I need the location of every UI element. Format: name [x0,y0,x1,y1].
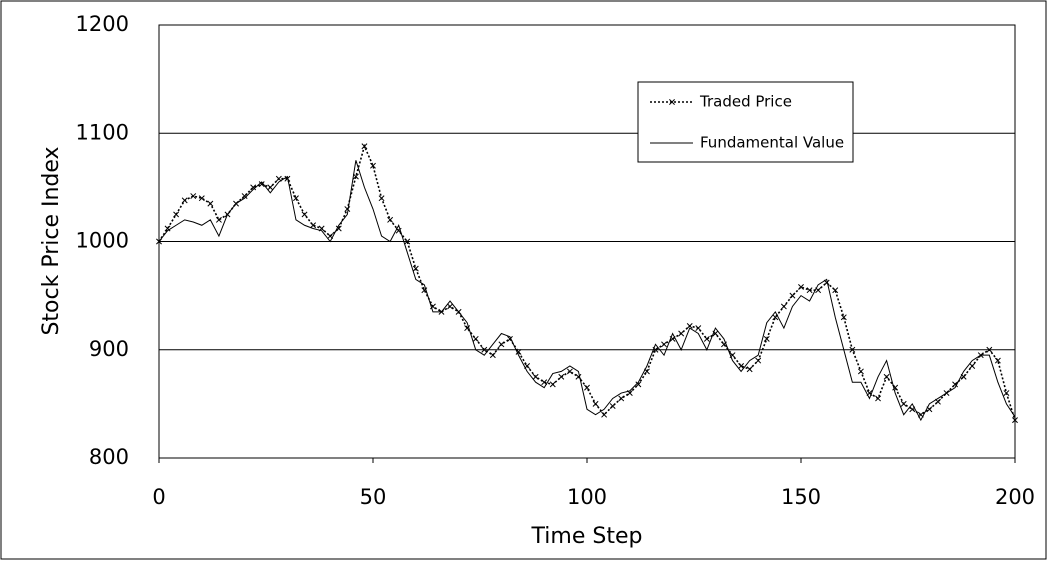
point-marker [952,381,959,388]
point-marker [789,292,796,299]
point-marker [481,346,488,353]
point-marker [207,200,214,207]
point-marker [447,303,453,310]
x-tick-label: 200 [995,485,1035,509]
point-marker [900,400,907,407]
x-tick-label: 0 [152,485,165,509]
point-marker [661,341,667,348]
point-marker [464,325,471,332]
point-marker [293,195,299,202]
point-marker [798,284,804,290]
y-tick-label: 900 [89,337,129,361]
point-marker [635,381,642,388]
x-axis-title: Time Step [531,524,643,549]
y-tick-label: 1000 [76,229,129,253]
point-marker [763,335,770,342]
point-marker [686,322,693,329]
point-marker [532,373,539,380]
legend-label: Traded Price [699,93,792,111]
point-marker [883,373,890,380]
point-marker [370,162,376,169]
point-marker [173,211,180,218]
point-marker [352,173,359,180]
point-marker [806,287,813,294]
point-marker [404,238,411,245]
point-marker [267,184,274,191]
point-marker [498,341,505,348]
point-marker [592,400,599,407]
legend-box [637,81,854,163]
y-tick-label: 1200 [76,12,129,36]
point-marker [609,403,616,409]
point-marker [489,352,496,359]
point-marker [703,335,710,342]
point-marker [695,325,702,332]
point-marker [780,303,787,310]
point-marker [678,330,685,337]
point-marker [601,411,608,418]
point-marker [198,195,205,202]
point-marker [875,395,881,402]
point-marker [566,368,573,375]
point-marker [986,346,993,353]
x-tick-label: 50 [360,485,387,509]
point-marker [335,225,342,232]
point-marker [618,395,625,402]
point-marker [1003,390,1010,397]
point-marker [832,287,839,294]
point-marker [387,216,394,223]
point-marker [738,363,745,369]
point-marker [849,346,856,353]
point-marker [584,384,590,391]
y-tick-label: 800 [89,445,129,469]
point-marker [755,357,762,364]
point-marker [250,184,257,191]
point-marker [558,373,565,380]
point-marker [361,143,368,150]
y-axis-title: Stock Price Index [39,146,64,335]
point-marker [515,348,522,355]
point-marker [378,195,385,202]
point-marker [840,314,847,321]
legend-label: Fundamental Value [700,134,844,152]
y-tick-label: 1100 [76,120,129,144]
point-marker [549,381,556,388]
point-marker [310,222,317,229]
point-marker [429,303,436,310]
point-marker [857,368,864,375]
point-marker [994,357,1001,364]
point-marker [1012,417,1018,424]
point-marker [412,265,419,272]
point-marker [746,366,753,373]
x-tick-label: 100 [567,485,607,509]
point-marker [190,193,197,199]
point-marker [181,197,188,204]
point-marker [969,363,976,369]
point-marker [241,193,248,199]
point-marker [344,206,351,212]
point-marker [215,216,222,223]
point-marker [301,211,308,218]
legend: Traded Price Fundamental Value [637,81,854,163]
series-line [158,160,1016,422]
legend-marker [669,99,675,105]
point-marker [258,181,265,188]
x-tick-label: 150 [781,485,821,509]
point-marker [421,287,428,294]
point-marker [164,225,171,232]
point-marker [472,335,479,342]
